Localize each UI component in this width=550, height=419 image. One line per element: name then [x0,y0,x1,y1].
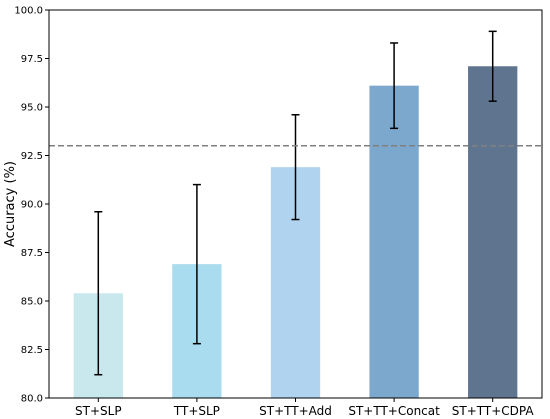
y-tick-label: 87.5 [21,248,43,259]
y-axis-label: Accuracy (%) [3,161,18,247]
x-tick-label: TT+SLP [173,404,220,418]
bar-4 [468,66,518,398]
bars-group [73,66,518,398]
x-tick-label: ST+TT+CDPA [452,404,535,418]
y-tick-label: 82.5 [21,345,43,356]
error-bar-2 [291,114,300,221]
y-tick-label: 100.0 [14,6,43,17]
y-axis-ticks: 80.0 82.5 85.0 87.5 90.0 92.5 95.0 97.5 100.0 [14,6,49,405]
bar-3 [369,85,419,398]
y-tick-label: 92.5 [21,151,43,162]
error-bar-0 [94,211,103,376]
error-bar-3 [390,42,399,130]
error-bar-1 [192,183,201,345]
y-tick-label: 90.0 [21,200,43,211]
x-axis-ticks: ST+SLP TT+SLP ST+TT+Add ST+TT+Concat ST+TT+C… [75,398,534,418]
y-tick-label: 97.5 [21,54,43,65]
y-tick-label: 95.0 [21,103,43,114]
x-tick-label: ST+TT+Concat [348,404,440,418]
y-tick-label: 80.0 [21,394,43,405]
error-bar-4 [488,30,497,102]
y-tick-label: 85.0 [21,297,43,308]
x-tick-label: ST+TT+Add [259,404,332,418]
errorbars-group [94,30,497,376]
x-tick-label: ST+SLP [75,404,122,418]
